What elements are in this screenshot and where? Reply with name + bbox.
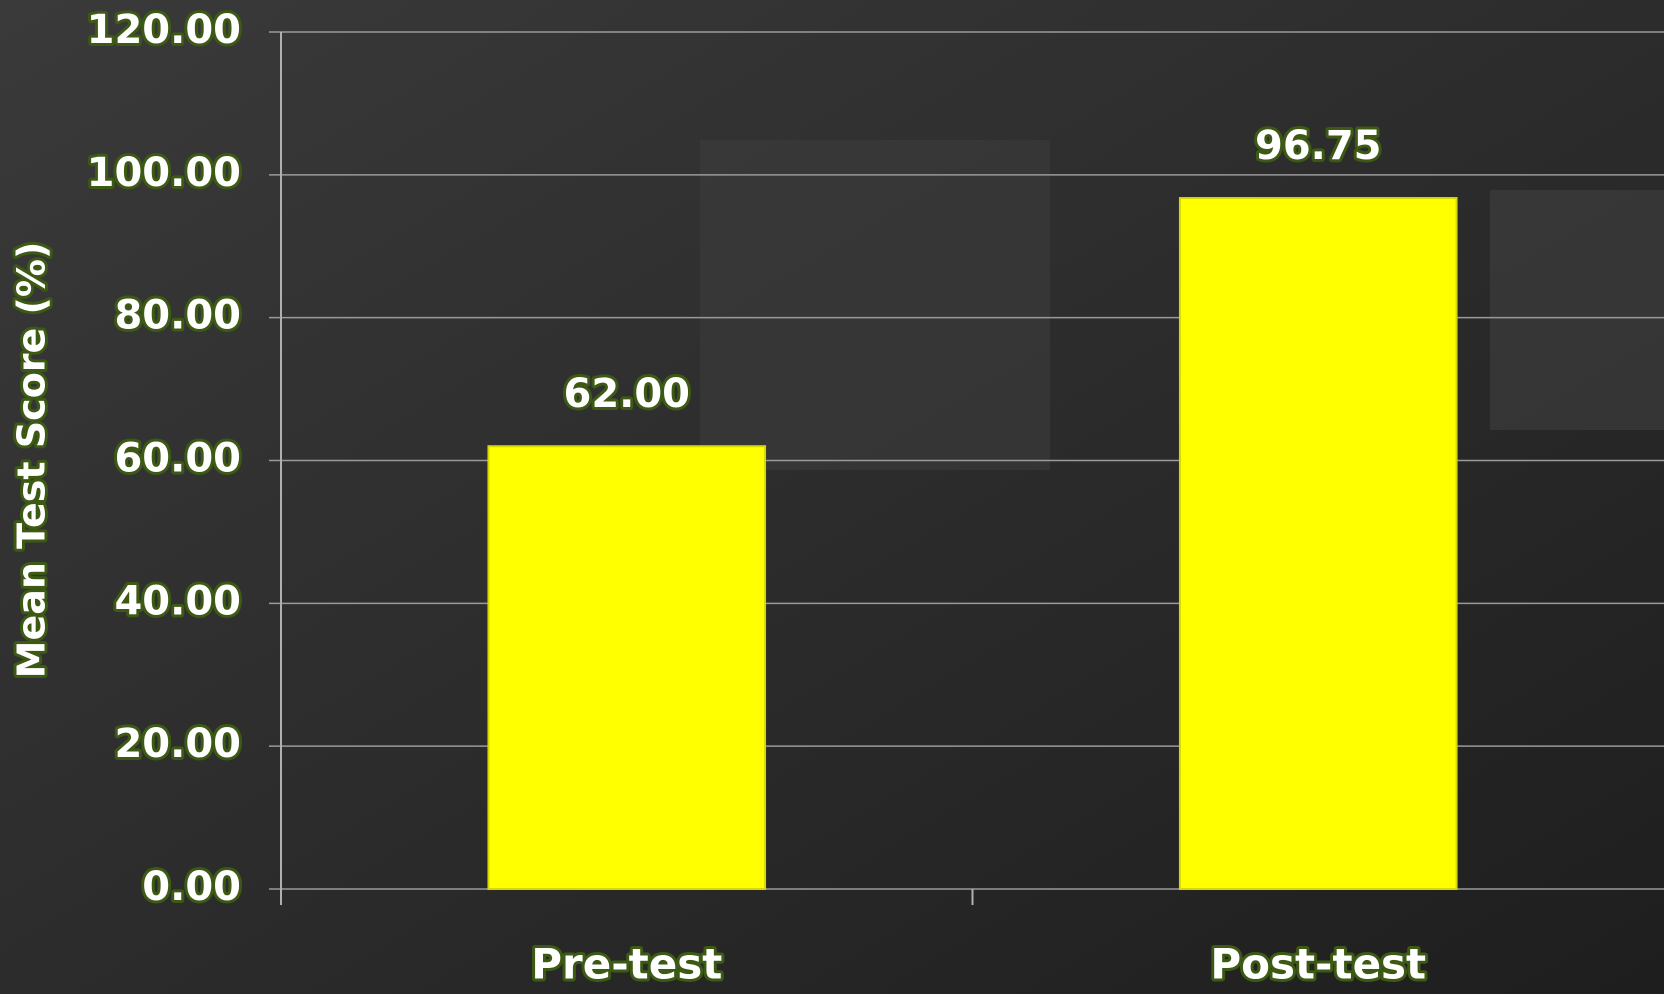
background-window: [700, 140, 1050, 470]
y-tick-label: 120.00: [87, 7, 241, 53]
y-tick-label: 40.00: [114, 578, 241, 624]
y-axis-label: Mean Test Score (%): [10, 242, 54, 679]
y-tick-label: 0.00: [142, 864, 241, 910]
value-label: 62.00: [563, 371, 690, 417]
background-window: [1490, 190, 1664, 430]
x-tick-label: Pre-test: [531, 940, 722, 989]
bar: [487, 445, 767, 890]
y-tick-label: 60.00: [114, 436, 241, 482]
value-label: 96.75: [1255, 123, 1382, 169]
bar: [1178, 197, 1458, 890]
y-tick-label: 100.00: [87, 150, 241, 196]
y-tick-label: 20.00: [114, 721, 241, 767]
x-tick-label: Post-test: [1210, 940, 1426, 989]
y-tick-label: 80.00: [114, 293, 241, 339]
